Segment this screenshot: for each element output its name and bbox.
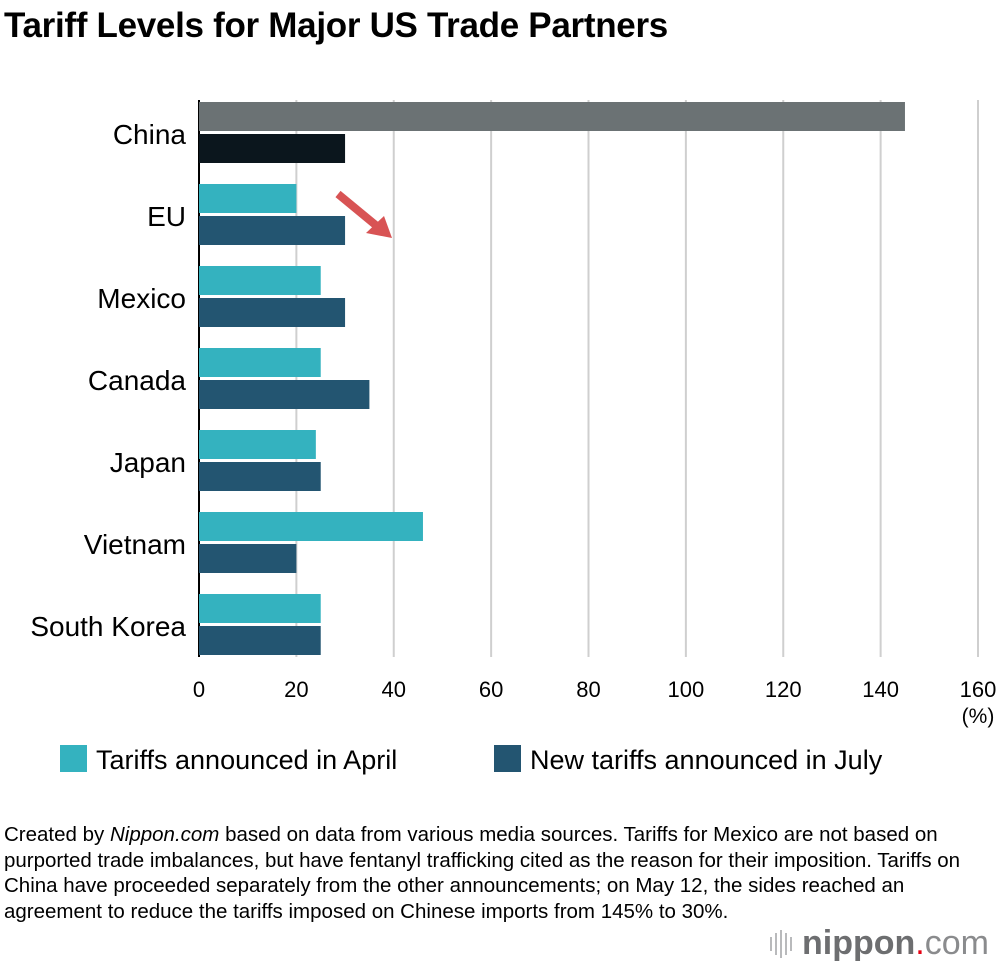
bar-canada-april xyxy=(199,348,321,377)
bar-japan-april xyxy=(199,430,316,459)
category-label: South Korea xyxy=(30,611,186,642)
x-tick-label: 20 xyxy=(284,677,308,702)
bar-canada-july xyxy=(199,380,370,409)
bar-mexico-april xyxy=(199,266,321,295)
x-unit-label: (%) xyxy=(962,705,995,728)
category-label: Canada xyxy=(88,365,187,396)
bar-south-korea-april xyxy=(199,594,321,623)
bar-eu-july xyxy=(199,216,346,245)
red-arrow-annotation xyxy=(335,190,392,238)
bar-south-korea-july xyxy=(199,626,321,655)
category-label: China xyxy=(113,119,187,150)
note-text: based on data from various media sources… xyxy=(4,823,961,923)
x-tick-label: 60 xyxy=(479,677,503,702)
logo-icon xyxy=(770,929,792,958)
bar-china-april xyxy=(199,102,905,131)
category-label: Japan xyxy=(110,447,186,478)
legend-swatch xyxy=(60,745,87,772)
x-tick-label: 160 xyxy=(960,677,997,702)
bar-china-july xyxy=(199,134,346,163)
legend-swatch xyxy=(494,745,521,772)
legend-label: New tariffs announced in July xyxy=(530,745,883,775)
bar-vietnam-april xyxy=(199,512,423,541)
x-tick-label: 40 xyxy=(382,677,406,702)
category-label: EU xyxy=(147,201,186,232)
category-label: Mexico xyxy=(97,283,186,314)
bar-mexico-july xyxy=(199,298,346,327)
category-label: Vietnam xyxy=(84,529,186,560)
chart-title: Tariff Levels for Major US Trade Partner… xyxy=(4,6,668,45)
bar-chart: China EU Mexico Canada Japan Vietnam South Kor… xyxy=(30,100,997,775)
x-tick-label: 140 xyxy=(862,677,899,702)
bar-eu-april xyxy=(199,184,297,213)
x-tick-label: 120 xyxy=(765,677,802,702)
legend-label: Tariffs announced in April xyxy=(96,745,397,775)
source-note: Created by Nippon.com based on data from… xyxy=(4,822,994,924)
nippon-logo: nippon. com xyxy=(770,924,989,963)
note-source: Nippon.com xyxy=(109,823,220,846)
x-tick-label: 0 xyxy=(193,677,205,702)
note-prefix: Created by xyxy=(4,823,110,846)
bar-vietnam-july xyxy=(199,544,297,573)
x-tick-label: 100 xyxy=(668,677,705,702)
bar-japan-july xyxy=(199,462,321,491)
x-tick-label: 80 xyxy=(576,677,600,702)
